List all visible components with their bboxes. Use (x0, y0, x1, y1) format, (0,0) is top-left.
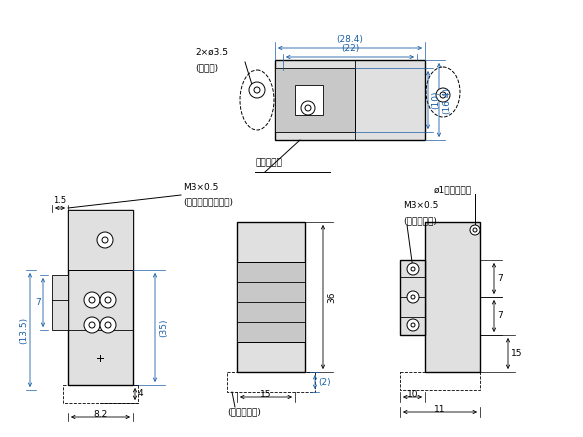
Text: (パイロットポート): (パイロットポート) (183, 198, 233, 207)
Circle shape (89, 322, 95, 328)
Text: 11: 11 (434, 405, 446, 414)
Text: (10): (10) (431, 91, 440, 109)
Circle shape (301, 101, 315, 115)
Circle shape (84, 317, 100, 333)
Circle shape (102, 237, 108, 243)
Circle shape (407, 263, 419, 275)
Circle shape (249, 82, 265, 98)
Bar (227, 372, 315, 392)
Text: 7: 7 (497, 274, 503, 283)
Bar (63, 385, 138, 403)
Circle shape (105, 297, 111, 303)
Text: M3×0.5: M3×0.5 (183, 184, 219, 193)
Text: 7: 7 (35, 298, 41, 307)
Text: (2): (2) (318, 378, 331, 386)
Text: (22): (22) (341, 44, 359, 53)
Text: (配管ポート): (配管ポート) (403, 216, 437, 225)
Circle shape (254, 87, 260, 93)
Bar (275, 68, 355, 132)
Bar (425, 222, 480, 372)
Text: ø1（呼吸穴）: ø1（呼吸穴） (434, 185, 472, 194)
Bar (68, 210, 133, 385)
Circle shape (100, 317, 116, 333)
Circle shape (411, 267, 415, 271)
Circle shape (473, 228, 477, 232)
Circle shape (407, 319, 419, 331)
Circle shape (440, 92, 446, 98)
Circle shape (411, 323, 415, 327)
Bar (52, 275, 68, 330)
Text: (13.5): (13.5) (19, 316, 28, 343)
Text: (35): (35) (159, 318, 168, 337)
Bar (295, 85, 323, 115)
Circle shape (411, 295, 415, 299)
Circle shape (100, 292, 116, 308)
Text: M3×0.5: M3×0.5 (403, 201, 438, 210)
Circle shape (84, 292, 100, 308)
Circle shape (97, 232, 113, 248)
Text: 15: 15 (511, 349, 522, 358)
Bar (400, 372, 480, 390)
Text: 36: 36 (327, 291, 336, 303)
Text: 7: 7 (497, 312, 503, 320)
Text: 10: 10 (407, 390, 418, 399)
Bar (237, 262, 305, 342)
Bar (68, 210, 133, 270)
Circle shape (436, 88, 450, 102)
Text: (28.4): (28.4) (336, 35, 363, 44)
Circle shape (470, 225, 480, 235)
Bar (400, 260, 425, 335)
Text: 15: 15 (260, 390, 272, 399)
Circle shape (407, 291, 419, 303)
Circle shape (305, 105, 311, 111)
Text: 2×ø3.5: 2×ø3.5 (195, 48, 228, 56)
Bar (237, 222, 305, 372)
Text: 1.5: 1.5 (54, 196, 66, 205)
Bar (275, 60, 425, 140)
Circle shape (89, 297, 95, 303)
Text: 4: 4 (138, 389, 143, 399)
Text: マニュアル: マニュアル (255, 158, 282, 167)
Circle shape (105, 322, 111, 328)
Text: (取付用): (取付用) (195, 63, 218, 73)
Text: (ブラケット): (ブラケット) (227, 407, 261, 416)
Text: 8.2: 8.2 (93, 410, 108, 419)
Text: (16.4): (16.4) (442, 87, 451, 114)
